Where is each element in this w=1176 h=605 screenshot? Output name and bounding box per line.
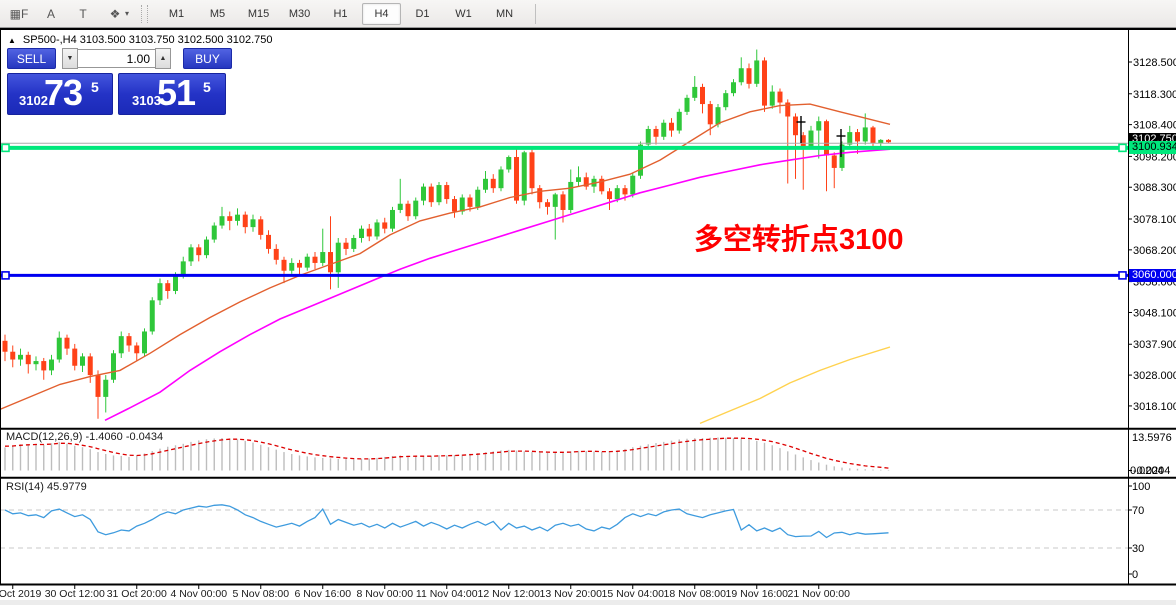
- toolbar: ▦F A T ❖ ▾ M1 M5 M15 M30 H1 H4 D1 W1 MN: [0, 0, 1176, 28]
- svg-text:3128.500: 3128.500: [1133, 57, 1176, 69]
- buy-price-pip: 5: [203, 79, 211, 95]
- svg-text:3078.100: 3078.100: [1133, 214, 1176, 226]
- toolbar-grip[interactable]: [141, 4, 149, 23]
- timeframe-button-W1[interactable]: W1: [455, 7, 472, 20]
- collapse-triangle-icon[interactable]: ▲: [8, 35, 16, 45]
- sell-button[interactable]: SELL: [7, 48, 56, 69]
- hline-handle: [1, 271, 10, 280]
- volume-increase-button[interactable]: ▲: [155, 48, 171, 69]
- volume-decrease-button[interactable]: ▼: [62, 48, 78, 69]
- svg-text:70: 70: [1132, 505, 1144, 517]
- font-a-icon[interactable]: A: [46, 6, 55, 21]
- timeframe-button-M1[interactable]: M1: [168, 7, 185, 20]
- svg-text:-0.0204: -0.0204: [1133, 465, 1170, 477]
- hline-handle: [1118, 271, 1127, 280]
- sell-price-big: 73: [44, 72, 83, 113]
- svg-text:18 Nov 08:00: 18 Nov 08:00: [664, 588, 727, 600]
- chevron-down-icon[interactable]: ▾: [125, 9, 130, 18]
- hline-handle: [1, 143, 10, 153]
- macd-label: MACD(12,26,9) -1.4060 -0.0434: [6, 431, 164, 443]
- svg-text:3068.200: 3068.200: [1133, 245, 1176, 257]
- window-bottom-edge: [0, 600, 1176, 605]
- svg-text:3098.200: 3098.200: [1133, 151, 1176, 163]
- chart-title-row: ▲ SP500-,H4 3103.500 3103.750 3102.500 3…: [8, 34, 272, 46]
- buy-price-big: 51: [157, 72, 196, 113]
- svg-text:3018.100: 3018.100: [1133, 401, 1176, 413]
- volume-input[interactable]: [78, 49, 155, 68]
- svg-text:11 Nov 04:00: 11 Nov 04:00: [416, 588, 478, 600]
- annotation-text: 多空转折点3100: [694, 224, 904, 256]
- symbol-ohlc-title: SP500-,H4 3103.500 3103.750 3102.500 310…: [22, 34, 273, 46]
- sell-quote-panel[interactable]: 3102 73 5: [7, 72, 113, 115]
- svg-text:5 Nov 08:00: 5 Nov 08:00: [232, 588, 289, 600]
- svg-text:6 Nov 16:00: 6 Nov 16:00: [294, 588, 351, 600]
- svg-text:8 Nov 00:00: 8 Nov 00:00: [356, 588, 413, 600]
- svg-text:100: 100: [1132, 481, 1150, 493]
- toolbar-icons: ▦F A T ❖: [0, 2, 128, 25]
- svg-text:3048.100: 3048.100: [1133, 307, 1176, 319]
- buy-price-stem: 3103: [132, 93, 161, 108]
- sell-price-pip: 5: [91, 79, 99, 95]
- svg-text:15 Nov 04:00: 15 Nov 04:00: [602, 588, 665, 600]
- pivot-line-axis-box: 3100.934: [1129, 141, 1176, 154]
- text-label-icon[interactable]: T: [79, 6, 87, 21]
- svg-text:30: 30: [1132, 543, 1144, 555]
- timeframe-button-M30[interactable]: M30: [288, 7, 311, 20]
- svg-text:19 Nov 16:00: 19 Nov 16:00: [726, 588, 789, 600]
- hline-handle: [1118, 143, 1127, 153]
- chart-template-icon[interactable]: ▦F: [9, 6, 29, 21]
- support-line-axis-box: 3060.000: [1129, 269, 1176, 282]
- svg-text:3088.300: 3088.300: [1133, 182, 1176, 194]
- svg-text:21 Nov 00:00: 21 Nov 00:00: [788, 588, 851, 600]
- svg-text:3108.400: 3108.400: [1133, 120, 1176, 132]
- sell-price-stem: 3102: [19, 93, 48, 108]
- buy-button[interactable]: BUY: [183, 48, 232, 69]
- cursor-arrows-icon[interactable]: ❖: [109, 6, 121, 21]
- svg-text:13 Nov 20:00: 13 Nov 20:00: [540, 588, 603, 600]
- timeframe-button-M15[interactable]: M15: [247, 7, 270, 20]
- svg-text:3118.300: 3118.300: [1133, 89, 1176, 101]
- svg-text:30 Oct 12:00: 30 Oct 12:00: [45, 588, 105, 600]
- svg-text:3028.000: 3028.000: [1133, 370, 1176, 382]
- svg-text:4 Nov 00:00: 4 Nov 00:00: [170, 588, 227, 600]
- timeframe-button-M5[interactable]: M5: [209, 7, 226, 20]
- svg-text:0: 0: [1132, 569, 1138, 581]
- svg-text:12 Nov 12:00: 12 Nov 12:00: [478, 588, 541, 600]
- one-click-trading-panel: SELL ▼ ▲ BUY 3102 73 5 3103 51 5: [7, 48, 232, 115]
- rsi-label: RSI(14) 45.9779: [6, 481, 87, 493]
- timeframe-button-MN[interactable]: MN: [495, 7, 514, 20]
- svg-text:0.0204: 0.0204: [1130, 465, 1164, 477]
- toolbar-separator: [535, 3, 537, 24]
- svg-text:31 Oct 20:00: 31 Oct 20:00: [107, 588, 167, 600]
- rsi-panel: 100 70 30 0: [0, 481, 1150, 581]
- price-axis: 3128.500 3118.300 3108.400 3098.200 3088.300…: [1128, 57, 1176, 413]
- timeframe-button-group: M1 M5 M15 M30 H1 H4 D1 W1 MN: [156, 2, 525, 25]
- svg-text:3037.900: 3037.900: [1133, 339, 1176, 351]
- timeframe-button-H4[interactable]: H4: [362, 2, 402, 25]
- timeframe-button-H1[interactable]: H1: [333, 7, 348, 20]
- buy-quote-panel[interactable]: 3103 51 5: [118, 72, 226, 115]
- macd-panel: 13.5976 0.0204-0.0204: [4, 432, 1172, 477]
- svg-text:29 Oct 2019: 29 Oct 2019: [0, 588, 42, 600]
- svg-text:13.5976: 13.5976: [1132, 432, 1172, 444]
- timeframe-button-D1[interactable]: D1: [415, 7, 430, 20]
